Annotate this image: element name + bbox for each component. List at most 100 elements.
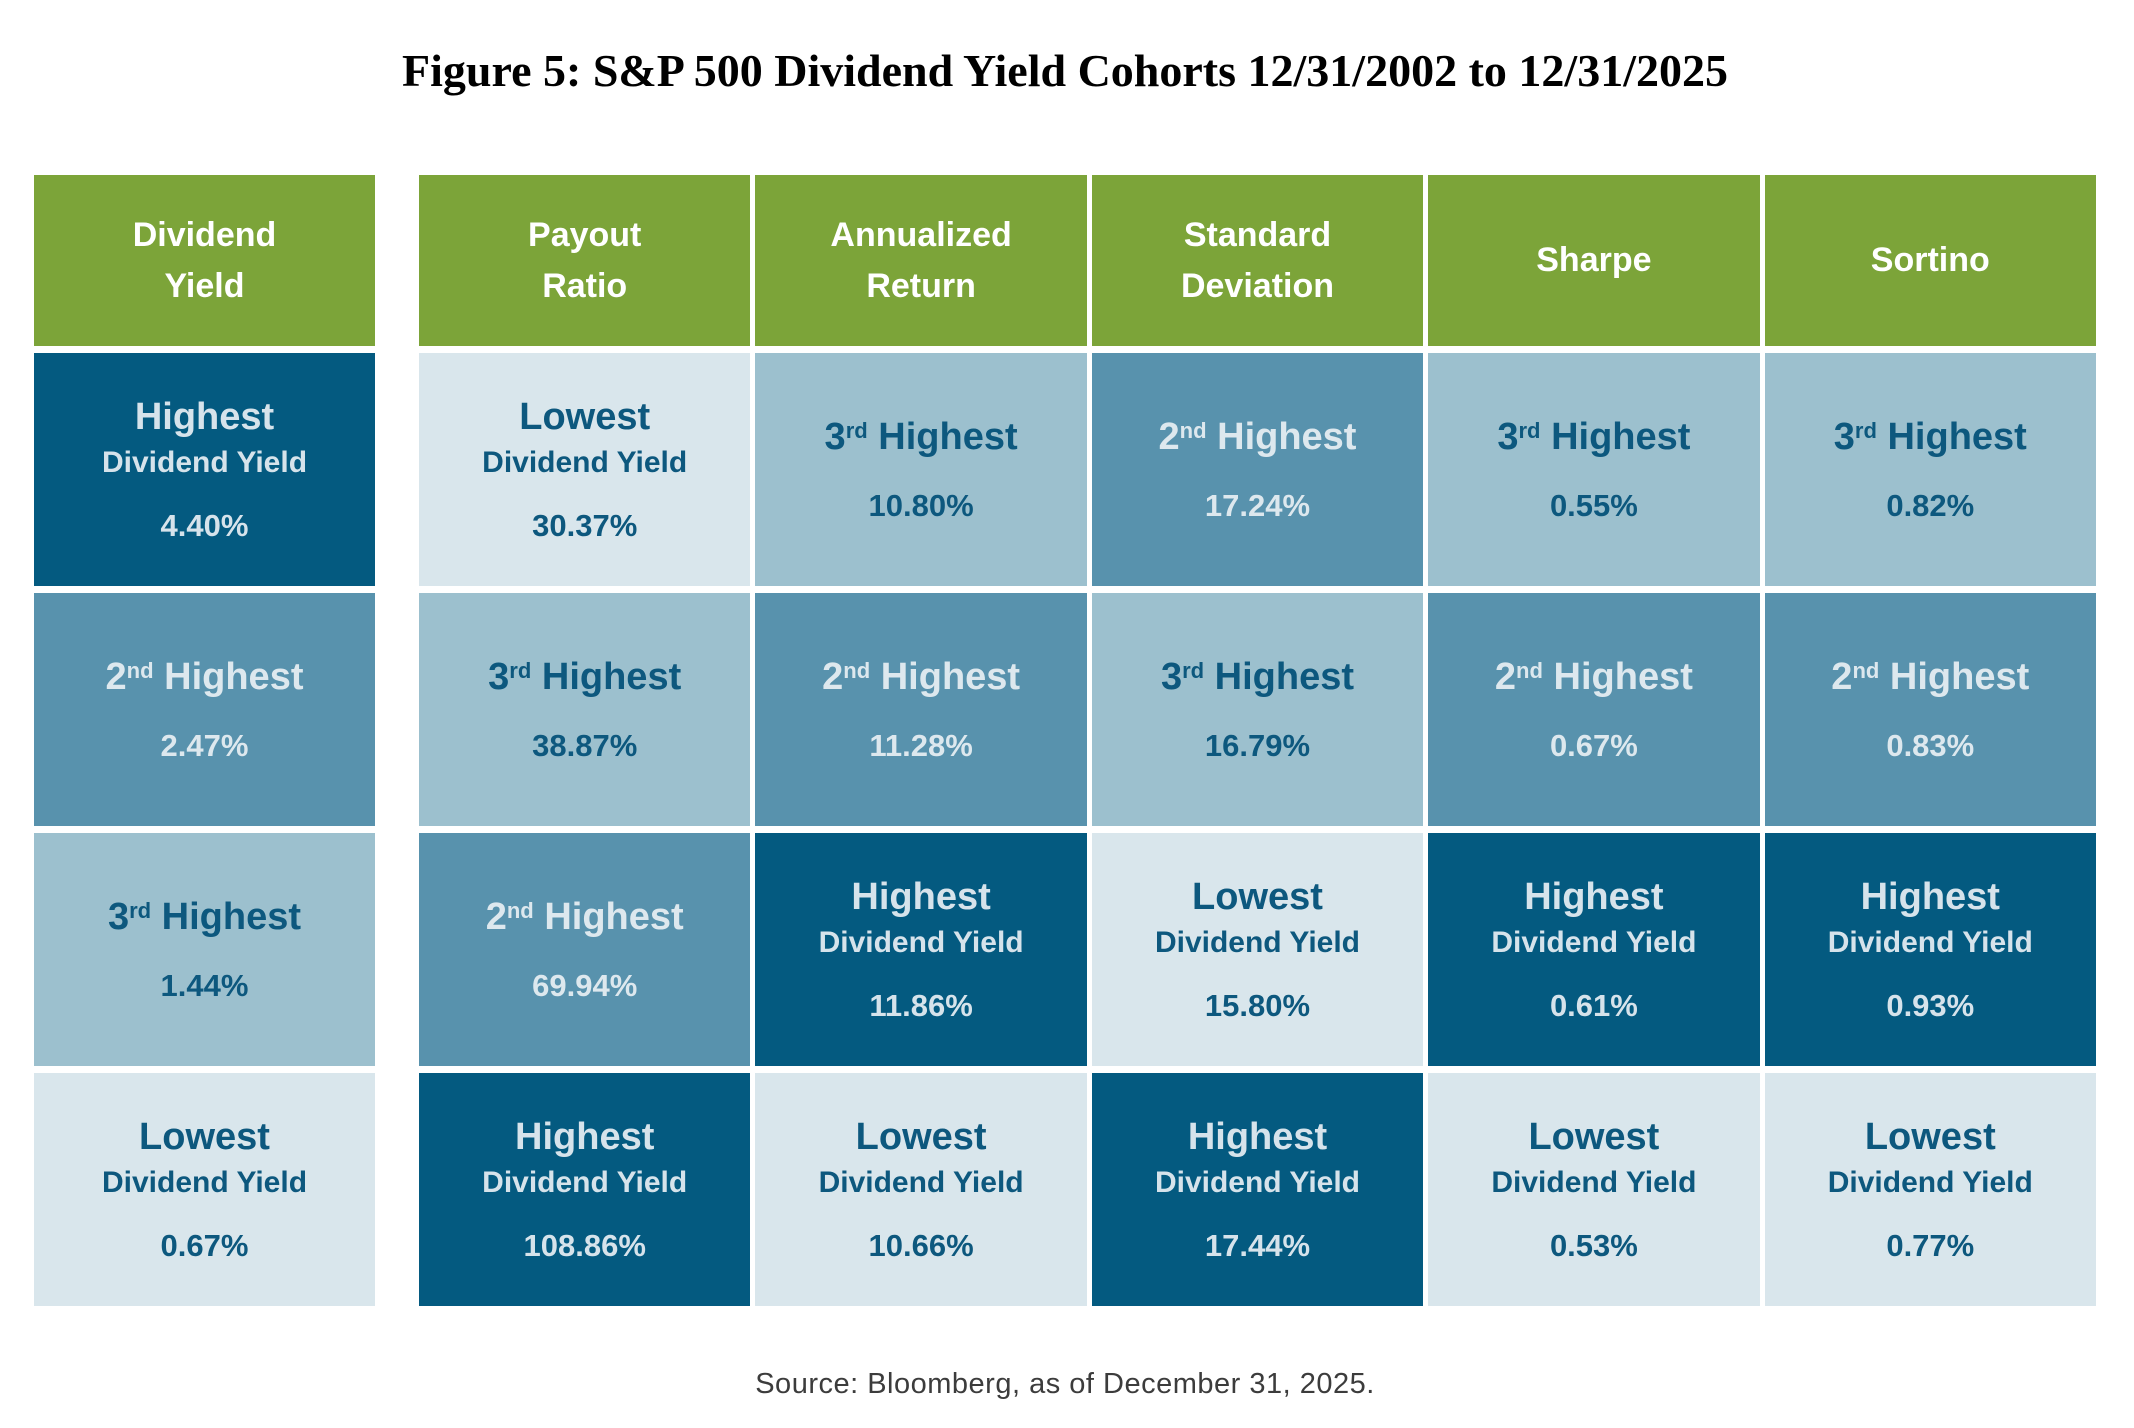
ordinal-suffix: rd [509, 658, 532, 684]
cell-rank: 3rd Highest [107, 896, 302, 939]
cell-sharpe-row2: 2nd Highest 0.67% [1428, 593, 1760, 826]
cell-sortino-row4: Lowest Dividend Yield 0.77% [1764, 1073, 2096, 1306]
column-header-line: Annualized [830, 215, 1012, 254]
cell-value: 0.67% [1549, 727, 1638, 763]
cell-payout-ratio-row3: 2nd Highest 69.94% [419, 833, 751, 1066]
cell-value: 17.24% [1204, 487, 1311, 523]
cell-annualized-return-row3: Highest Dividend Yield 11.86% [755, 833, 1087, 1066]
column-header-line: Deviation [1180, 266, 1335, 305]
cell-rank: 2nd Highest [105, 656, 304, 699]
source-note: Source: Bloomberg, as of December 31, 20… [755, 1368, 1375, 1400]
cell-rank: Lowest [1528, 1115, 1660, 1158]
cell-sharpe-row1: 3rd Highest 0.55% [1428, 353, 1760, 586]
cell-sublabel: Dividend Yield [101, 446, 308, 480]
ordinal-suffix: rd [1182, 658, 1205, 684]
column-header-dividend-yield: Dividend Yield [34, 175, 375, 346]
cell-rank: Highest [515, 1115, 655, 1158]
ordinal-suffix: nd [126, 658, 154, 684]
ordinal-suffix: nd [506, 898, 534, 924]
cell-dividend-yield-row4: Lowest Dividend Yield 0.67% [34, 1073, 375, 1306]
cell-value: 0.77% [1886, 1228, 1975, 1264]
cell-standard-deviation-row3: Lowest Dividend Yield 15.80% [1091, 833, 1424, 1066]
cell-rank: Lowest [1192, 875, 1323, 918]
ordinal-suffix: rd [845, 418, 868, 444]
ordinal-suffix: rd [1518, 418, 1541, 444]
column-header-sharpe: Sharpe [1428, 175, 1760, 346]
cell-value: 15.80% [1204, 988, 1311, 1024]
dividend-yield-column: Dividend Yield Highest Dividend Yield 4.40% 2… [34, 175, 375, 1306]
ordinal-suffix: nd [843, 658, 871, 684]
cell-rank: 3rd Highest [1833, 416, 2027, 459]
cell-value: 0.61% [1549, 988, 1638, 1024]
cell-value: 0.82% [1886, 487, 1975, 523]
cell-sublabel: Dividend Yield [1154, 926, 1361, 960]
cohort-table: Dividend Yield Highest Dividend Yield 4.40% 2… [34, 175, 2096, 1306]
cell-value: 0.55% [1549, 487, 1638, 523]
ordinal-suffix: rd [1854, 418, 1877, 444]
cell-rank: Highest [1187, 1115, 1328, 1158]
cell-sublabel: Dividend Yield [818, 1166, 1024, 1200]
cell-value: 4.40% [160, 508, 249, 544]
cell-standard-deviation-row2: 3rd Highest 16.79% [1091, 593, 1424, 826]
column-header-line: Standard [1183, 215, 1332, 254]
cell-sublabel: Dividend Yield [1154, 1166, 1361, 1200]
cell-annualized-return-row1: 3rd Highest 10.80% [755, 353, 1087, 586]
cell-value: 16.79% [1204, 727, 1311, 763]
cell-rank: Lowest [1864, 1115, 1996, 1158]
column-header-line: Ratio [542, 266, 628, 305]
cell-value: 0.53% [1549, 1228, 1638, 1264]
cell-sharpe-row4: Lowest Dividend Yield 0.53% [1428, 1073, 1760, 1306]
cell-rank: 3rd Highest [488, 656, 682, 699]
cell-standard-deviation-row4: Highest Dividend Yield 17.44% [1091, 1073, 1424, 1306]
cell-rank: Highest [1524, 875, 1664, 918]
cell-rank: Highest [851, 875, 991, 918]
column-header-line: Dividend [132, 215, 277, 254]
cell-value: 69.94% [532, 967, 638, 1003]
cell-sublabel: Dividend Yield [482, 446, 688, 480]
cell-standard-deviation-row1: 2nd Highest 17.24% [1091, 353, 1424, 586]
cell-annualized-return-row4: Lowest Dividend Yield 10.66% [755, 1073, 1087, 1306]
column-header-payout-ratio: Payout Ratio [419, 175, 751, 346]
cell-dividend-yield-row3: 3rd Highest 1.44% [34, 833, 375, 1066]
cell-sharpe-row3: Highest Dividend Yield 0.61% [1428, 833, 1760, 1066]
column-header-line: Return [866, 266, 976, 305]
column-header-line: Sharpe [1536, 241, 1652, 279]
ordinal-suffix: rd [129, 898, 152, 924]
cell-value: 11.28% [869, 727, 973, 763]
cell-rank: Highest [1860, 875, 2000, 918]
cell-value: 10.80% [868, 487, 974, 523]
cell-rank: Lowest [855, 1115, 987, 1158]
ordinal-suffix: nd [1852, 658, 1880, 684]
cell-sublabel: Dividend Yield [1827, 926, 2033, 960]
ordinal-suffix: nd [1179, 418, 1207, 444]
cell-payout-ratio-row2: 3rd Highest 38.87% [419, 593, 751, 826]
cell-payout-ratio-row4: Highest Dividend Yield 108.86% [419, 1073, 751, 1306]
cell-value: 108.86% [523, 1228, 646, 1264]
column-header-line: Sortino [1870, 241, 1990, 279]
column-header-annualized-return: Annualized Return [755, 175, 1087, 346]
column-header-standard-deviation: Standard Deviation [1091, 175, 1424, 346]
cell-value: 0.67% [160, 1228, 249, 1264]
cell-value: 2.47% [160, 727, 249, 763]
cell-rank: 2nd Highest [485, 896, 684, 939]
cell-value: 0.83% [1886, 727, 1975, 763]
cell-value: 1.44% [160, 967, 249, 1003]
cell-value: 0.93% [1886, 988, 1975, 1024]
cell-sortino-row1: 3rd Highest 0.82% [1764, 353, 2096, 586]
cell-value: 38.87% [532, 727, 638, 763]
cell-value: 30.37% [532, 508, 638, 544]
cell-rank: 2nd Highest [1831, 656, 2030, 699]
cell-rank: 3rd Highest [1160, 656, 1355, 699]
figure-title: Figure 5: S&P 500 Dividend Yield Cohorts… [402, 45, 1728, 96]
cell-sortino-row3: Highest Dividend Yield 0.93% [1764, 833, 2096, 1066]
cell-rank: 2nd Highest [1158, 416, 1357, 459]
cell-value: 11.86% [869, 988, 973, 1024]
cell-rank: Highest [134, 395, 275, 438]
cell-sublabel: Dividend Yield [818, 926, 1024, 960]
ordinal-suffix: nd [1516, 658, 1543, 684]
column-header-line: Yield [164, 266, 245, 305]
cell-rank: 3rd Highest [824, 416, 1018, 459]
metric-columns: Payout Ratio Annualized Return Standard Devia… [419, 175, 2096, 1306]
column-header-sortino: Sortino [1764, 175, 2096, 346]
